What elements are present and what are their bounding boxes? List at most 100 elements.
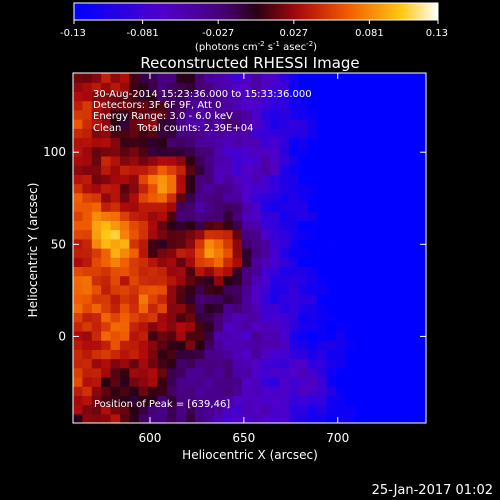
heatmap-cell [157,321,168,332]
heatmap-cell [345,128,356,139]
heatmap-cell [392,358,403,369]
heatmap-cell [335,100,346,111]
heatmap-cell [298,358,309,369]
heatmap-cell [82,238,93,249]
heatmap-cell [345,229,356,240]
heatmap-cell [326,192,337,203]
heatmap-cell [364,91,375,102]
heatmap-cell [270,395,281,406]
heatmap-cell [241,330,252,341]
heatmap-cell [354,358,365,369]
heatmap-cell [185,248,196,258]
heatmap-cell [148,73,159,83]
heatmap-cell [410,73,421,83]
heatmap-cell [204,155,215,166]
heatmap-cell [317,183,328,194]
heatmap-cell [157,330,168,341]
heatmap-cell [232,303,243,314]
heatmap-cell [223,73,234,83]
heatmap-cell [213,340,224,350]
heatmap-cell [148,183,159,194]
heatmap-cell [204,73,215,83]
heatmap-cell [138,82,149,93]
heatmap-cell [223,340,234,350]
heatmap-cell [73,266,83,277]
annotation-time-range: 30-Aug-2014 15:23:36.000 to 15:33:36.000 [93,89,312,100]
heatmap-cell [251,201,262,212]
heatmap-cell [157,248,168,258]
heatmap-cell [241,358,252,369]
heatmap-cell [110,128,121,139]
heatmap-cell [232,284,243,295]
heatmap-cell [298,349,309,360]
heatmap-cell [213,146,224,157]
heatmap-cell [157,229,168,240]
heatmap-cell [91,174,102,185]
heatmap-cell [420,330,426,341]
heatmap-cell [401,376,412,387]
heatmap-cell [373,109,384,120]
heatmap-cell [119,349,130,360]
heatmap-cell [251,146,262,157]
heatmap-cell [317,376,328,387]
colorbar-tick-label: -0.081 [126,28,158,39]
heatmap-cell [138,211,149,221]
heatmap-cell [232,257,243,268]
heatmap-cell [260,303,271,314]
heatmap-cell [420,229,426,240]
heatmap-cell [185,340,196,350]
heatmap-cell [185,165,196,175]
heatmap-cell [251,376,262,387]
heatmap-cell [354,192,365,203]
heatmap-cell [392,386,403,396]
heatmap-cell [279,91,290,102]
heatmap-cell [373,321,384,332]
heatmap-cell [82,284,93,295]
heatmap-cell [373,358,384,369]
heatmap-cell [307,109,318,120]
heatmap-cell [241,100,252,111]
heatmap-cell [354,201,365,212]
heatmap-cell [401,238,412,249]
heatmap-cell [364,82,375,93]
heatmap-cell [119,395,130,406]
y-tick-label: 100 [43,145,66,159]
heatmap-cell [101,284,112,295]
heatmap-cell [73,395,83,406]
heatmap-cell [185,321,196,332]
heatmap-cell [195,82,206,93]
heatmap-cell [213,238,224,249]
heatmap-cell [119,183,130,194]
heatmap-cell [251,303,262,314]
heatmap-cell [73,303,83,314]
heatmap-cell [223,109,234,120]
heatmap-cell [354,155,365,166]
heatmap-cell [241,312,252,323]
heatmap-cell [119,146,130,157]
heatmap-cell [101,358,112,369]
heatmap-cell [91,376,102,387]
heatmap-cell [401,128,412,139]
heatmap-cell [410,82,421,93]
heatmap-cell [138,367,149,378]
heatmap-cell [270,284,281,295]
heatmap-cell [373,284,384,295]
heatmap-cell [260,119,271,129]
heatmap-cell [288,321,299,332]
heatmap-cell [91,340,102,350]
heatmap-cell [354,413,365,423]
heatmap-cell [392,395,403,406]
heatmap-cell [148,321,159,332]
heatmap-cell [251,367,262,378]
heatmap-cell [364,100,375,111]
heatmap-cell [166,155,177,166]
heatmap-cell [298,321,309,332]
heatmap-cell [401,358,412,369]
heatmap-cell [335,183,346,194]
heatmap-cell [307,294,318,304]
heatmap-cell [138,321,149,332]
heatmap-cell [157,174,168,185]
heatmap-cell [279,303,290,314]
heatmap-cell [129,395,140,406]
heatmap-cell [129,119,140,129]
